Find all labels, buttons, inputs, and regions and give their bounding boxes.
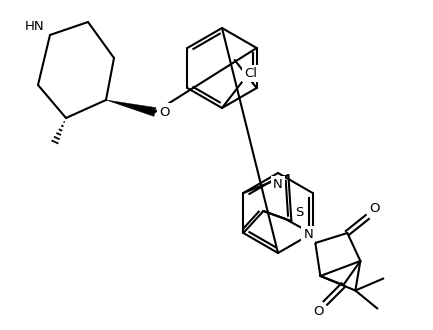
- Polygon shape: [106, 100, 156, 116]
- Text: S: S: [295, 206, 304, 219]
- Text: O: O: [369, 202, 380, 215]
- Text: N: N: [304, 228, 313, 241]
- Text: Cl: Cl: [244, 67, 257, 80]
- Text: N: N: [273, 178, 283, 191]
- Text: O: O: [159, 106, 169, 118]
- Text: O: O: [313, 305, 323, 318]
- Text: HN: HN: [24, 20, 44, 33]
